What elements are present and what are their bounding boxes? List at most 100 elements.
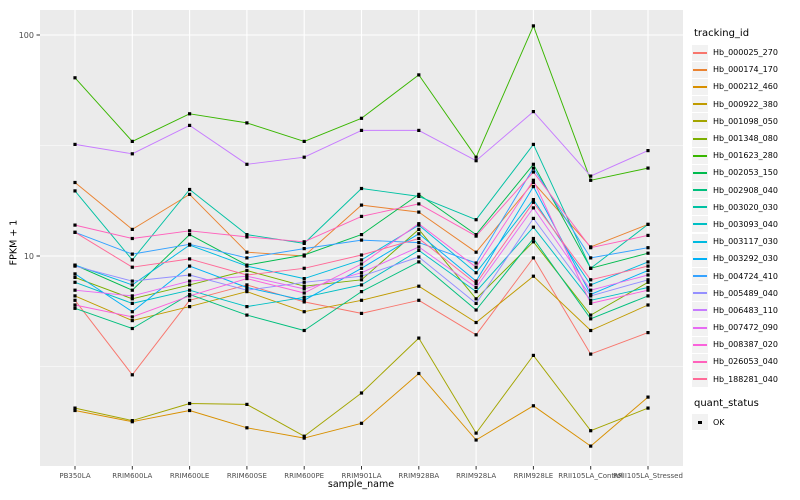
data-point (188, 294, 192, 298)
data-point (245, 233, 249, 237)
data-point (73, 298, 77, 302)
data-point (130, 419, 134, 423)
data-point (531, 166, 535, 170)
data-point (302, 291, 306, 295)
data-point (302, 277, 306, 281)
x-tick-label: RRIM600SE (227, 472, 267, 480)
data-point (245, 264, 249, 268)
data-point (73, 180, 77, 185)
data-point (474, 285, 478, 290)
legend-label: Hb_003117_030 (713, 237, 778, 247)
data-point (474, 431, 478, 435)
data-point (531, 206, 535, 210)
legend-item-quant: OK (692, 414, 798, 431)
legend-item: Hb_000212_460 (692, 78, 798, 95)
data-point (531, 142, 535, 146)
legend-key-line (693, 326, 707, 329)
data-point (474, 308, 478, 312)
data-point (130, 288, 134, 292)
data-point (245, 283, 249, 287)
x-tick-label: RRIM928BA (398, 472, 439, 480)
data-point (417, 232, 421, 236)
data-point (245, 288, 249, 292)
data-point (531, 353, 535, 357)
data-point (245, 235, 249, 239)
data-point (417, 298, 421, 302)
data-point (73, 223, 77, 227)
data-point (531, 178, 535, 182)
legend-key-line (693, 206, 707, 209)
data-point (245, 285, 249, 290)
data-point (130, 297, 134, 301)
x-tick-label: RRIM928LA (456, 472, 496, 480)
data-point (359, 262, 364, 266)
data-point (302, 298, 306, 302)
legend-key-swatch (692, 130, 708, 147)
legend-key-swatch (692, 250, 708, 267)
legend-item: Hb_188281_040 (692, 371, 798, 388)
data-point (359, 391, 364, 395)
data-point (188, 279, 192, 283)
legend-key-line (693, 103, 707, 106)
legend-label: Hb_002053_150 (713, 168, 778, 178)
data-point (531, 274, 535, 278)
data-point (359, 238, 364, 242)
legend-key-swatch (692, 78, 708, 95)
data-point (474, 271, 478, 275)
data-point (73, 230, 77, 234)
legend-item: Hb_005489_040 (692, 285, 798, 302)
data-point (589, 278, 593, 282)
data-point (474, 320, 478, 325)
data-point (188, 305, 192, 309)
data-point (188, 233, 192, 237)
legend-label: Hb_001623_280 (713, 151, 778, 161)
data-point (188, 242, 192, 246)
x-tick-label: RRIM600LA (112, 472, 152, 480)
data-point (646, 273, 650, 277)
legend-key-swatch (692, 182, 708, 199)
x-axis-title: sample_name (327, 479, 395, 490)
data-point (474, 333, 478, 337)
data-point (130, 373, 134, 377)
legend-key-line (693, 154, 707, 157)
data-point (188, 298, 192, 302)
data-point (417, 284, 421, 288)
legend-quant-items: OK (692, 414, 798, 431)
data-point (589, 294, 593, 298)
legend-item: Hb_004724_410 (692, 267, 798, 285)
data-point (359, 298, 364, 302)
data-point (646, 260, 650, 264)
data-point (417, 248, 421, 252)
legend-item: Hb_001623_280 (692, 147, 798, 164)
x-tick-label: PB350LA (59, 472, 90, 480)
data-point (359, 266, 364, 270)
legend-key-swatch (692, 44, 708, 61)
data-point (302, 247, 306, 251)
data-point (130, 294, 134, 298)
legend-key-swatch (692, 302, 708, 319)
data-point (646, 222, 650, 226)
data-point (73, 272, 77, 276)
data-point (73, 288, 77, 292)
y-tick-label: 10 (24, 252, 34, 261)
data-point (474, 159, 478, 163)
data-point (130, 152, 134, 156)
x-tick-label: RRIM928LE (514, 472, 554, 480)
legend-key-swatch (692, 353, 708, 370)
data-point (245, 121, 249, 125)
data-point (73, 303, 77, 307)
legend-label: Hb_000174_170 (713, 65, 778, 75)
data-point (589, 246, 593, 250)
data-point (589, 301, 593, 305)
data-point (130, 279, 134, 283)
data-point (245, 268, 249, 273)
data-point (589, 178, 593, 182)
data-point (589, 313, 593, 317)
data-point (130, 252, 134, 256)
legend-title-tracking-id: tracking_id (694, 28, 750, 39)
data-point (646, 246, 650, 250)
data-point (531, 256, 535, 260)
data-point (130, 326, 134, 331)
data-point (73, 275, 77, 279)
